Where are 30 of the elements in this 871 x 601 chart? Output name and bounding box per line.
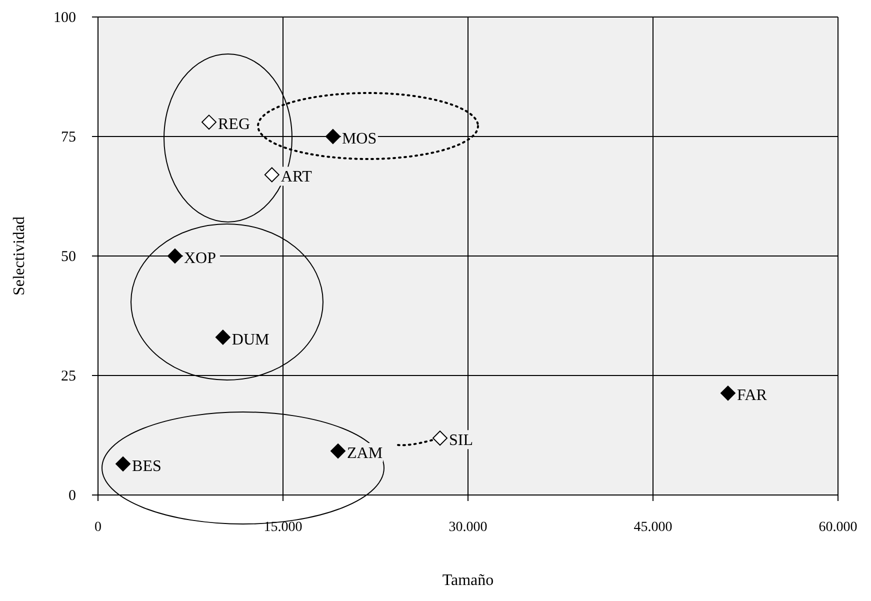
point xyxy=(116,456,131,472)
annotation: BES xyxy=(132,458,162,475)
point xyxy=(330,444,346,459)
y-tick-label: 75 xyxy=(61,130,76,146)
x-tick-label: 15.000 xyxy=(264,520,302,535)
annotation: REG xyxy=(218,116,250,134)
point xyxy=(720,386,736,401)
annotation: DUM xyxy=(232,331,270,348)
annotation: SIL xyxy=(449,432,474,450)
point xyxy=(264,167,280,182)
annotation: XOP xyxy=(184,250,216,267)
point xyxy=(215,330,230,345)
x-tick-label: 45.000 xyxy=(634,520,672,535)
point xyxy=(167,248,182,264)
y-tick-label: 25 xyxy=(61,368,76,384)
x-tick-label: 60.000 xyxy=(818,520,858,535)
annotation: ZAM xyxy=(347,445,383,462)
y-tick-label: 100 xyxy=(54,10,76,26)
y-tick-label: 0 xyxy=(68,488,76,504)
annotation: MOS xyxy=(342,130,377,148)
point xyxy=(325,129,340,144)
x-axis-title: Tamaño xyxy=(442,572,494,589)
point xyxy=(202,114,216,130)
annotation: ART xyxy=(280,168,312,186)
x-tick-label: 0 xyxy=(94,520,102,535)
point xyxy=(432,430,448,446)
annotation: FAR xyxy=(736,387,768,404)
y-axis-title: Selectividad xyxy=(11,216,28,296)
x-tick-label: 30.000 xyxy=(448,520,488,535)
y-tick-label: 50 xyxy=(61,249,76,265)
